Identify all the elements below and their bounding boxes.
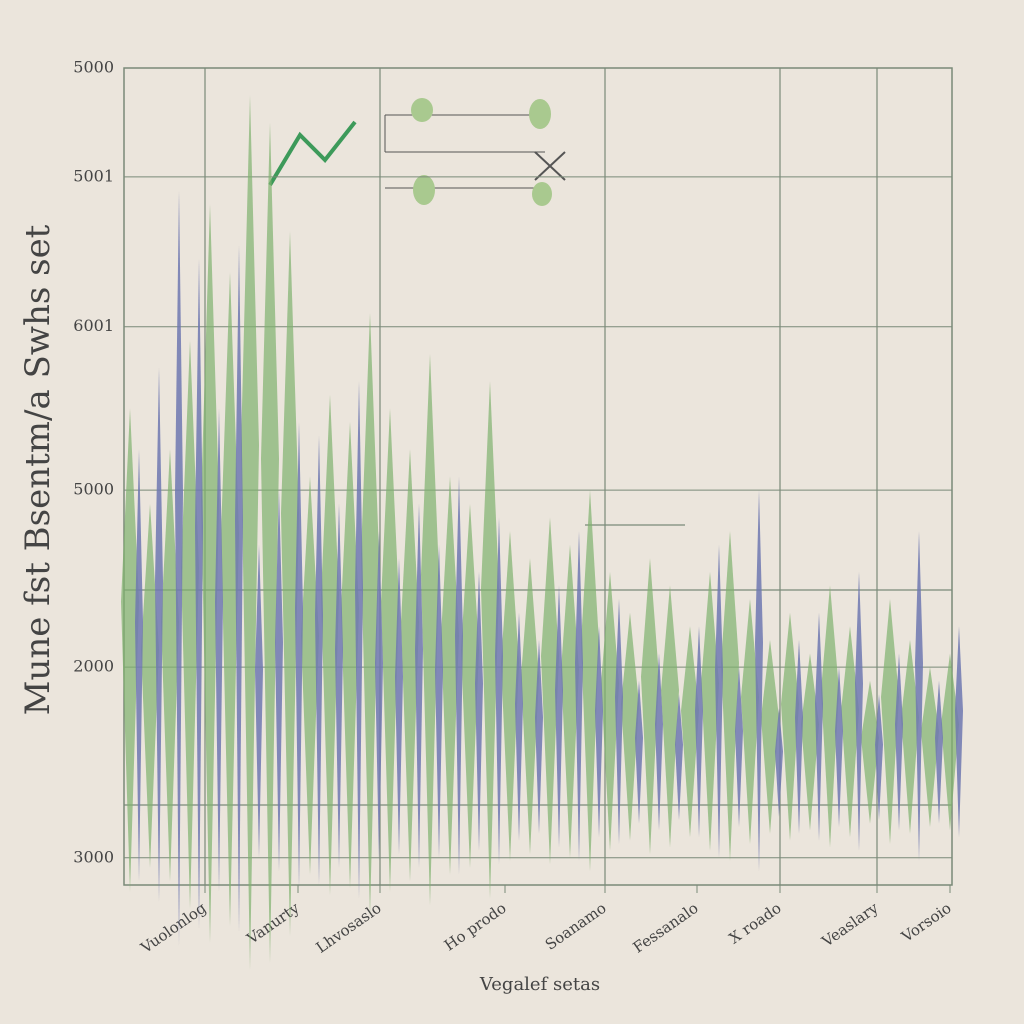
- spike: [775, 707, 783, 817]
- spike: [715, 544, 723, 858]
- spike: [681, 626, 699, 838]
- spike: [215, 408, 223, 892]
- spike: [815, 612, 823, 841]
- spike: [935, 680, 943, 824]
- spike: [241, 95, 259, 970]
- spike: [301, 476, 319, 875]
- spike: [855, 571, 863, 851]
- spike: [121, 408, 139, 892]
- spike: [915, 530, 923, 862]
- spike: [615, 599, 623, 844]
- spike: [595, 626, 603, 838]
- spike: [821, 585, 839, 848]
- spike: [721, 530, 739, 862]
- spike: [355, 381, 363, 899]
- spike: [635, 680, 643, 824]
- spike: [621, 612, 639, 841]
- spike: [841, 626, 859, 838]
- legend-decor: [268, 98, 566, 206]
- spike: [415, 503, 423, 868]
- spike: [895, 653, 903, 831]
- spike: [341, 422, 359, 889]
- spike: [501, 530, 519, 862]
- spike: [675, 694, 683, 821]
- spike: [275, 490, 283, 872]
- spike: [515, 612, 523, 841]
- spike: [695, 626, 703, 838]
- spike: [835, 667, 843, 827]
- spike: [781, 612, 799, 841]
- y-tick-label: 6001: [73, 316, 114, 335]
- spike: [235, 245, 243, 933]
- spike: [875, 694, 883, 821]
- spike: [161, 449, 179, 882]
- spike: [455, 476, 463, 875]
- spike: [195, 258, 203, 930]
- spike: [575, 530, 583, 862]
- spike: [481, 381, 499, 899]
- spike: [321, 394, 339, 896]
- spike: [801, 653, 819, 831]
- spike: [601, 571, 619, 851]
- spike: [395, 558, 403, 855]
- spike: [261, 122, 279, 964]
- spike: [335, 503, 343, 868]
- spike: [901, 639, 919, 834]
- spike: [735, 667, 743, 827]
- spike: [955, 626, 963, 838]
- spike: [561, 544, 579, 858]
- spike: [921, 667, 939, 827]
- spike: [541, 517, 559, 865]
- spike: [181, 340, 199, 909]
- spike: [741, 599, 759, 844]
- spike: [701, 571, 719, 851]
- spike: [435, 544, 443, 858]
- spike: [555, 585, 563, 848]
- y-tick-label: 5001: [73, 166, 114, 185]
- spike: [441, 476, 459, 875]
- x-axis-label: Vegalef setas: [479, 974, 600, 995]
- spike: [535, 639, 543, 834]
- spike: [475, 571, 483, 851]
- spike: [175, 190, 183, 947]
- y-tick-label: 5000: [73, 58, 114, 77]
- spike: [495, 517, 503, 865]
- spike: [135, 449, 143, 882]
- spike: [795, 639, 803, 834]
- spike: [155, 367, 163, 902]
- spike: [521, 558, 539, 855]
- spike: [381, 408, 399, 892]
- spike: [255, 544, 263, 858]
- spike: [315, 435, 323, 885]
- spike: [141, 503, 159, 868]
- spike: [655, 653, 663, 831]
- spike: [421, 353, 439, 906]
- spike: [661, 585, 679, 848]
- spike: [295, 422, 303, 889]
- spike: [861, 680, 879, 824]
- spike: [375, 530, 383, 862]
- y-axis-label: Mune fst Bsentm/a Swhs set: [18, 224, 58, 715]
- spike: [941, 653, 959, 831]
- spike: [461, 503, 479, 868]
- spike: [881, 599, 899, 844]
- spike: [201, 204, 219, 943]
- spike: [755, 490, 763, 872]
- spike: [281, 231, 299, 936]
- spike: [221, 272, 239, 926]
- spike: [361, 313, 379, 916]
- y-tick-label: 2000: [73, 657, 114, 676]
- y-tick-label: 3000: [73, 847, 114, 866]
- y-tick-label: 5000: [73, 480, 114, 499]
- spike: [761, 639, 779, 834]
- spike: [581, 490, 599, 872]
- spike: [641, 558, 659, 855]
- spike: [401, 449, 419, 882]
